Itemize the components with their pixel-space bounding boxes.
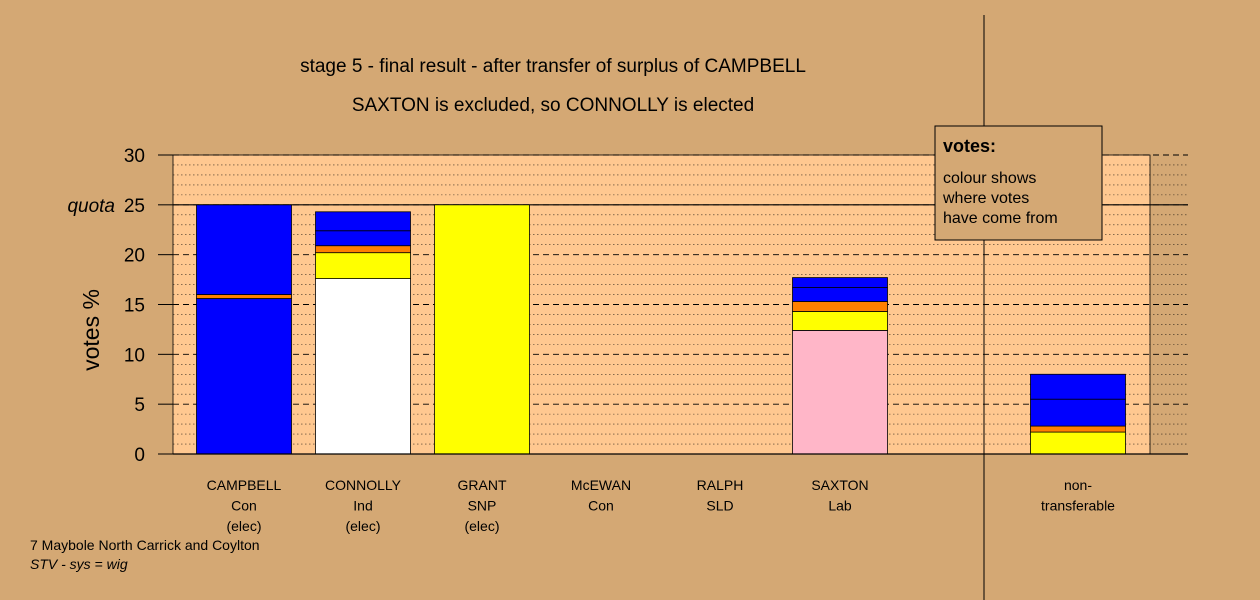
category-label: Ind <box>353 498 372 514</box>
category-label: CAMPBELL <box>207 477 282 493</box>
category-label: (elec) <box>345 518 380 534</box>
quota-label: quota <box>67 196 115 217</box>
y-tick-label: 10 <box>124 345 145 366</box>
y-tick-label: 20 <box>124 246 145 267</box>
y-tick-label: 0 <box>134 445 145 466</box>
category-label: CONNOLLY <box>325 477 402 493</box>
category-label: SLD <box>706 498 733 514</box>
legend-title: votes: <box>943 136 996 156</box>
legend-line: colour shows <box>943 170 1036 187</box>
bar-segment <box>1030 425 1126 433</box>
bar-segment <box>792 330 888 455</box>
category-label: transferable <box>1041 498 1115 514</box>
bar-segment <box>196 204 292 295</box>
bar-segment <box>315 211 411 232</box>
bar-segment <box>792 301 888 312</box>
y-tick-label: 15 <box>124 296 145 317</box>
bar-segment <box>1030 398 1126 427</box>
chart-title: stage 5 - final result - after transfer … <box>300 56 806 77</box>
bar-segment <box>434 204 530 455</box>
y-tick-label: 5 <box>134 395 145 416</box>
legend-box <box>934 125 1103 241</box>
category-label: McEWAN <box>571 477 631 493</box>
category-label: GRANT <box>458 477 507 493</box>
bar-segment <box>315 230 411 247</box>
footer-system: STV - sys = wig <box>30 556 128 572</box>
bar-segment <box>1030 373 1126 400</box>
bar-segment <box>792 277 888 288</box>
bars <box>196 204 1126 455</box>
category-label: SNP <box>468 498 497 514</box>
category-label: Con <box>588 498 614 514</box>
category-label: RALPH <box>697 477 744 493</box>
category-label: Lab <box>828 498 852 514</box>
bar-segment <box>315 278 411 455</box>
category-label: non- <box>1064 477 1092 493</box>
category-label: SAXTON <box>811 477 868 493</box>
legend-line: where votes <box>942 190 1029 207</box>
bar-segment <box>315 245 411 254</box>
axes: 0 5 10 15 20 quota 25 30 CAMPBELL Con (elec) CONNOL… <box>67 146 1188 534</box>
legend-line: have come from <box>943 210 1058 227</box>
category-label: Con <box>231 498 257 514</box>
bar-segment <box>196 294 292 299</box>
bar-segment <box>196 298 292 455</box>
category-label: (elec) <box>464 518 499 534</box>
bar-segment <box>1030 431 1126 455</box>
legend: votes: colour shows where votes have com… <box>934 125 1103 241</box>
y-tick-label: 25 <box>124 196 145 217</box>
bar-segment <box>315 252 411 279</box>
bar-segment <box>792 311 888 331</box>
bar-segment <box>792 287 888 302</box>
footer-location: 7 Maybole North Carrick and Coylton <box>30 537 260 553</box>
chart-subtitle: SAXTON is excluded, so CONNOLLY is elect… <box>352 95 754 116</box>
y-axis-label: votes % <box>78 289 104 371</box>
y-tick-label: 30 <box>124 146 145 167</box>
category-label: (elec) <box>226 518 261 534</box>
